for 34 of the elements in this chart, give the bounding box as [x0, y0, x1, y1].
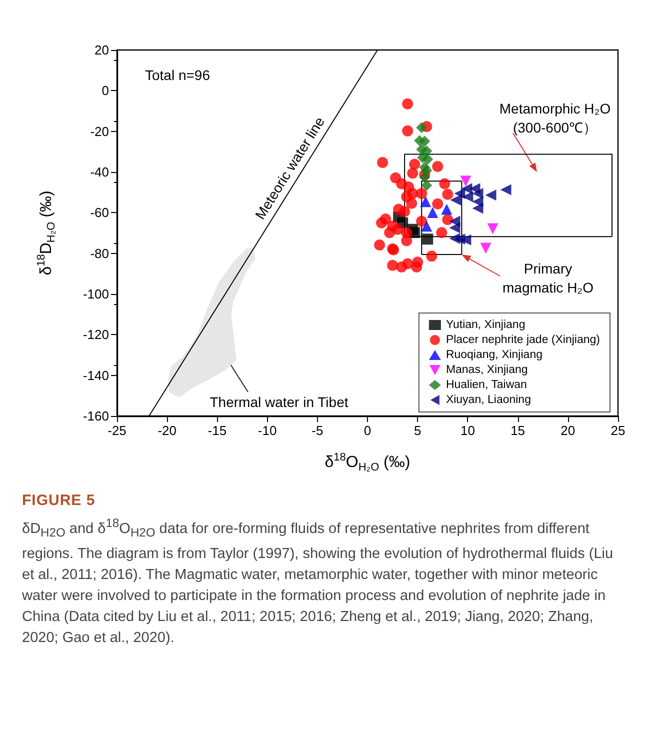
y-tick-label: -40 [90, 164, 109, 180]
x-tick-label: 10 [460, 423, 475, 438]
y-tick-label: 20 [94, 42, 109, 58]
y-tick-label: -160 [82, 408, 109, 424]
x-tick-label: -15 [208, 423, 227, 438]
y-axis-title: δ18DH₂O (‰) [36, 190, 58, 276]
legend-label: Xiuyan, Liaoning [446, 394, 531, 406]
legend-label: Placer nephrite jade (Xinjiang) [446, 334, 600, 346]
annotation: Primary magmatic H₂O [502, 260, 594, 296]
legend-label: Yutian, Xinjiang [446, 319, 526, 331]
text: δD$_{H2O}$ and δ$^{18}$O$_{H2O}$ data for ore-forming fluids of representative nephrites from different regions. The diagram is from Taylor (1997), showing the evolution of hydrothermal fluids (Liu et al., 2011; 2016). The Magmatic water, metamorphic water, together with minor meteoric water were involved to participate in the formation process and evolution of nephrite jade in China (Data cited by Liu et al., 2011; 2015; 2016; Zheng et al., 2019; Jiang, 2020; Zhang, 2020; Gao et al., 2020). [22, 516, 614, 646]
legend-label: Manas, Xinjiang [446, 364, 528, 376]
y-tick-label: 0 [102, 83, 109, 98]
y-tick-label: -60 [90, 205, 109, 220]
x-tick-label: -10 [258, 423, 277, 438]
x-tick-label: -25 [108, 423, 126, 438]
annotation: Metamorphic H₂O (300-600℃） [499, 100, 611, 136]
annotation: Total n=96 [145, 67, 210, 83]
y-tick-label: -20 [90, 124, 109, 139]
y-tick-label: -80 [90, 246, 109, 261]
legend-label: Hualien, Taiwan [446, 379, 527, 391]
y-tick-label: -100 [82, 286, 109, 302]
annotation: Thermal water in Tibet [210, 394, 348, 410]
x-tick-label: -5 [312, 423, 324, 438]
x-tick-label: -20 [158, 423, 176, 438]
x-tick-label: 15 [510, 423, 526, 438]
x-tick-label: 5 [414, 423, 422, 438]
x-tick-label: 20 [560, 423, 576, 438]
y-tick-label: -140 [82, 368, 109, 383]
x-tick-label: 0 [364, 423, 372, 438]
legend-label: Ruoqiang, Xinjiang [446, 349, 542, 361]
y-tick-label: -120 [82, 327, 109, 342]
text: FIGURE 5 [22, 492, 96, 509]
x-tick-label: 25 [610, 423, 626, 438]
